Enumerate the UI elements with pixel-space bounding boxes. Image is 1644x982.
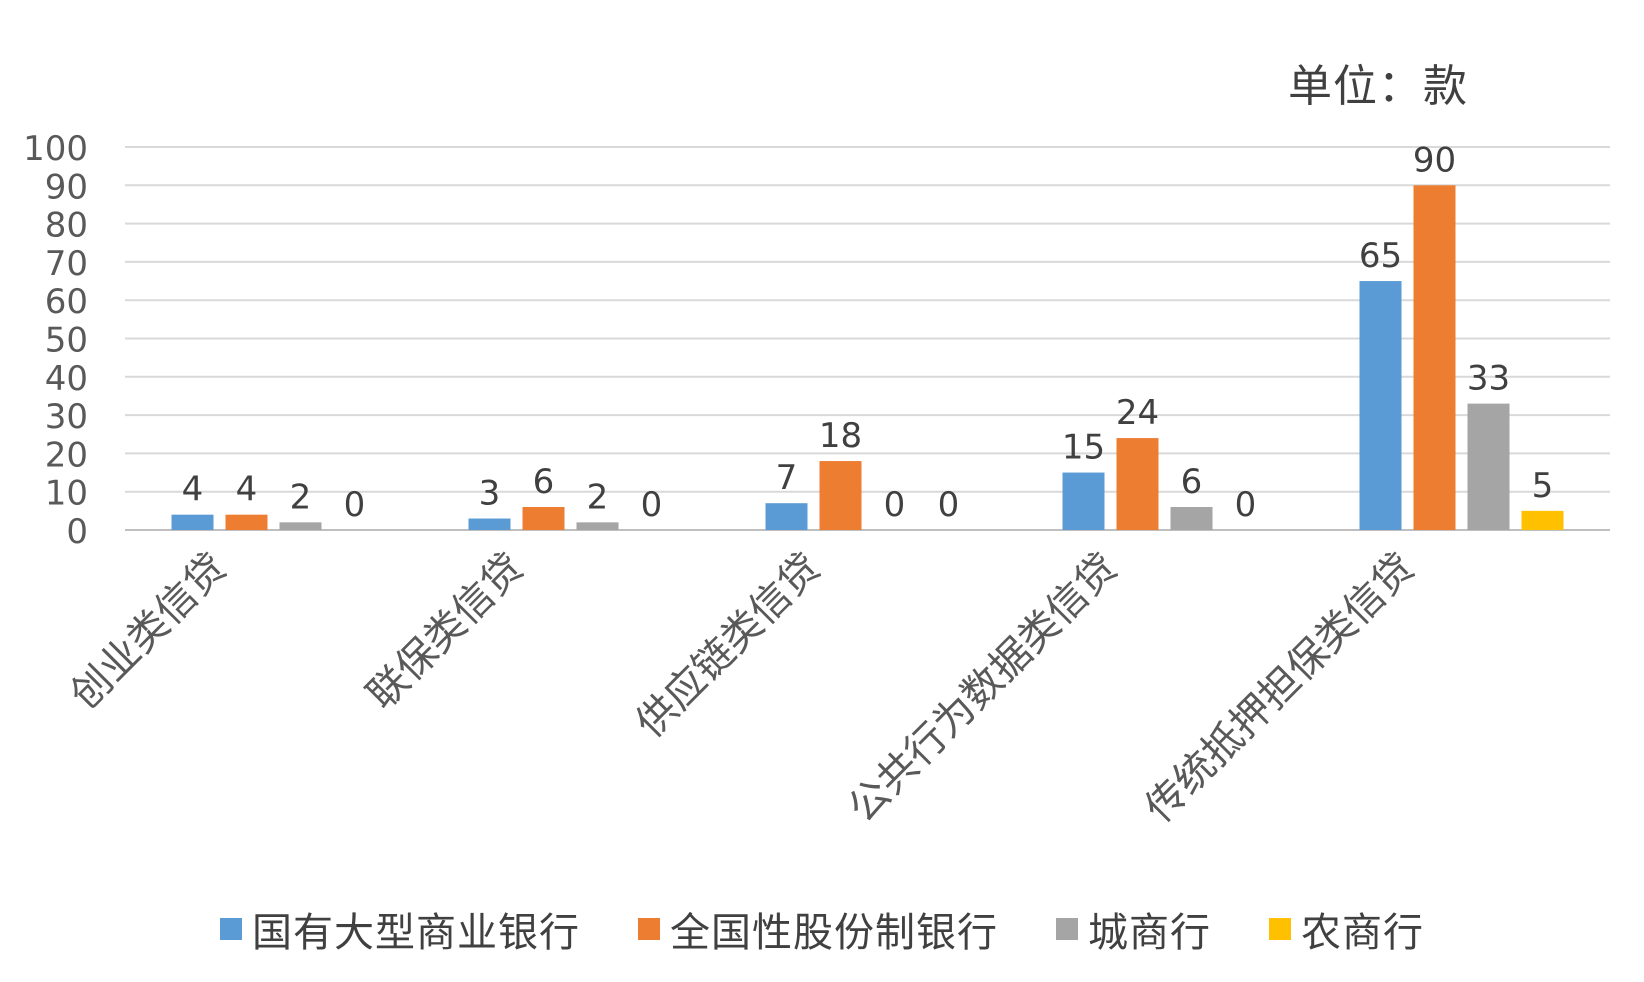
data-label: 15 [1062,428,1105,468]
unit-label: 单位：款 [1288,61,1468,112]
bar [225,514,268,530]
x-category-label: 创业类信贷 [62,545,236,719]
data-label: 6 [533,462,555,502]
data-label: 4 [236,470,258,510]
data-label: 7 [776,458,798,498]
y-tick-label: 30 [45,397,88,437]
legend: 国有大型商业银行 全国性股份制银行 城商行 农商行 [0,900,1644,958]
legend-swatch [1269,918,1291,940]
legend-item: 农商行 [1269,900,1424,958]
bar [1062,472,1105,530]
legend-item: 城商行 [1056,900,1211,958]
bar [279,522,322,530]
y-tick-label: 10 [45,474,88,514]
data-label: 0 [344,485,366,525]
legend-label: 农商行 [1301,910,1424,956]
data-label: 0 [1235,485,1257,525]
y-tick-label: 80 [45,206,88,246]
data-label: 4 [182,470,204,510]
x-category-label: 传统抵押担保类信贷 [1136,545,1423,832]
x-category-label: 供应链类信贷 [627,545,829,747]
bar [171,514,214,530]
data-label: 90 [1413,140,1456,180]
data-label: 3 [479,474,501,514]
data-label: 24 [1116,393,1159,433]
gridlines [125,146,1610,531]
data-label: 2 [587,477,609,517]
data-label: 6 [1181,462,1203,502]
bar [765,503,808,530]
bar [1359,281,1402,530]
data-label: 18 [819,416,862,456]
data-label: 0 [641,485,663,525]
data-label: 33 [1467,359,1510,399]
y-tick-label: 40 [45,359,88,399]
legend-swatch [1056,918,1078,940]
x-axis-category-labels: 创业类信贷 联保类信贷 供应链类信贷 公共行为数据类信贷 传统抵押担保类信贷 [62,545,1424,832]
bar [468,518,511,530]
y-tick-label: 70 [45,244,88,284]
data-label: 2 [290,477,312,517]
bars [171,185,1564,531]
legend-item: 国有大型商业银行 [220,900,580,958]
legend-label: 城商行 [1088,910,1211,956]
legend-swatch [220,918,242,940]
bar [576,522,619,530]
data-label: 0 [938,485,960,525]
y-tick-label: 50 [45,321,88,361]
data-label: 5 [1532,466,1554,506]
y-tick-label: 20 [45,435,88,475]
bar [1170,507,1213,530]
legend-swatch [638,918,660,940]
y-tick-label: 0 [66,512,88,552]
legend-label: 全国性股份制银行 [670,910,998,956]
x-category-label: 公共行为数据类信贷 [839,545,1126,832]
x-category-label: 联保类信贷 [359,545,533,719]
bar [1116,438,1159,530]
bar [1413,185,1456,531]
bar [819,461,862,530]
bar [1467,403,1510,530]
y-tick-label: 90 [45,167,88,207]
y-tick-label: 60 [45,282,88,322]
legend-item: 全国性股份制银行 [638,900,998,958]
bar [1521,510,1564,530]
data-label: 65 [1359,236,1402,276]
y-tick-label: 100 [23,129,88,169]
bar [522,507,565,530]
data-label: 0 [884,485,906,525]
legend-label: 国有大型商业银行 [252,910,580,956]
